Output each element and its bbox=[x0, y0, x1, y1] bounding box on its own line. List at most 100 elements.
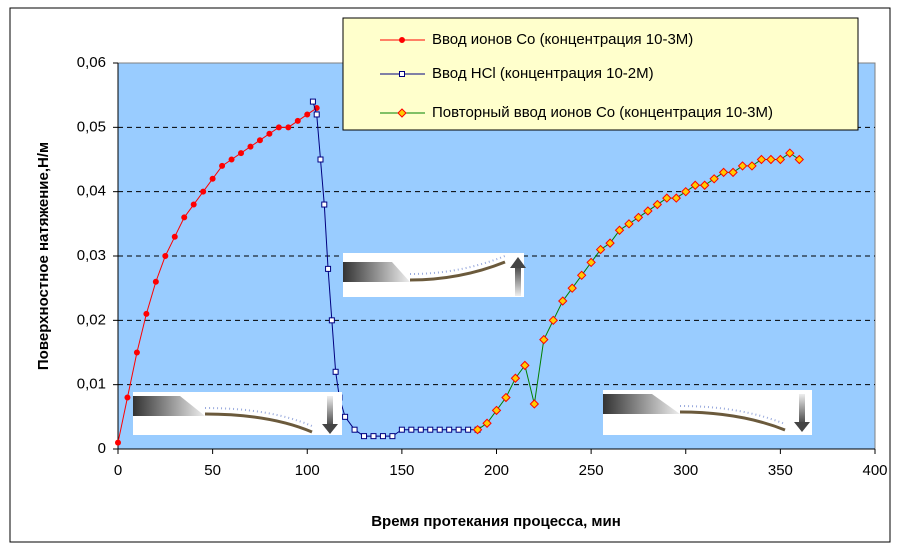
x-axis-title: Время протекания процесса, мин bbox=[371, 513, 621, 530]
point bbox=[162, 253, 169, 259]
point bbox=[417, 426, 424, 433]
point bbox=[501, 392, 511, 403]
y-tick-label: 0,03 bbox=[77, 247, 106, 264]
point bbox=[266, 130, 273, 137]
point bbox=[491, 405, 502, 416]
point bbox=[624, 219, 634, 229]
point bbox=[681, 186, 691, 197]
point bbox=[181, 214, 188, 221]
point bbox=[785, 148, 795, 158]
point bbox=[427, 426, 434, 433]
point bbox=[200, 188, 207, 195]
x-tick-label: 350 bbox=[768, 462, 793, 479]
point bbox=[595, 244, 606, 255]
point bbox=[737, 161, 748, 171]
point bbox=[256, 137, 263, 144]
point bbox=[143, 310, 150, 317]
y-tick-label: 0 bbox=[98, 440, 106, 457]
point bbox=[133, 349, 140, 356]
point bbox=[313, 111, 320, 118]
point bbox=[465, 426, 472, 433]
point bbox=[472, 424, 483, 435]
point bbox=[399, 71, 405, 77]
inset-1 bbox=[133, 392, 342, 435]
point bbox=[747, 161, 757, 171]
y-tick-label: 0,02 bbox=[77, 311, 106, 328]
x-tick-label: 50 bbox=[204, 462, 221, 479]
point bbox=[576, 270, 587, 281]
x-tick-label: 400 bbox=[862, 462, 887, 479]
point bbox=[332, 368, 339, 375]
point bbox=[671, 193, 681, 203]
legend bbox=[342, 17, 859, 131]
point bbox=[756, 154, 767, 165]
x-tick-label: 300 bbox=[673, 462, 698, 479]
point bbox=[361, 433, 368, 440]
point bbox=[643, 206, 653, 216]
y-tick-label: 0,06 bbox=[77, 54, 106, 71]
point bbox=[510, 373, 521, 383]
point bbox=[389, 433, 396, 440]
point bbox=[633, 212, 644, 223]
inset-3 bbox=[603, 390, 812, 435]
point bbox=[317, 156, 324, 163]
point bbox=[548, 315, 558, 326]
inset-2 bbox=[343, 253, 526, 297]
x-tick-label: 0 bbox=[114, 462, 122, 479]
point bbox=[309, 98, 316, 105]
point bbox=[775, 154, 786, 165]
point bbox=[325, 265, 332, 272]
point bbox=[285, 124, 292, 131]
point bbox=[539, 334, 549, 345]
point bbox=[520, 360, 530, 371]
point bbox=[614, 225, 625, 235]
point bbox=[728, 167, 738, 178]
point bbox=[529, 399, 540, 409]
point bbox=[275, 124, 282, 131]
point bbox=[328, 317, 335, 324]
legend-label: Ввод HCl (концентрация 10-2M) bbox=[432, 65, 654, 82]
point bbox=[455, 426, 462, 433]
y-tick-label: 0,04 bbox=[77, 183, 106, 200]
point bbox=[408, 426, 415, 433]
point bbox=[652, 199, 663, 210]
point bbox=[794, 154, 805, 165]
point bbox=[399, 37, 405, 43]
y-tick-label: 0,05 bbox=[77, 118, 106, 135]
y-axis-title: Поверхностное натяжение,Н/м bbox=[35, 142, 52, 370]
point bbox=[171, 233, 178, 240]
point bbox=[567, 283, 577, 293]
point bbox=[115, 439, 121, 446]
point bbox=[436, 426, 443, 433]
point bbox=[247, 143, 254, 150]
point bbox=[446, 426, 453, 433]
series-line bbox=[117, 107, 317, 443]
x-tick-label: 250 bbox=[579, 462, 604, 479]
point bbox=[124, 394, 131, 401]
point bbox=[304, 111, 311, 118]
point bbox=[690, 180, 700, 190]
point bbox=[558, 296, 568, 306]
point bbox=[190, 201, 197, 208]
point bbox=[586, 257, 596, 268]
point bbox=[294, 117, 301, 124]
point bbox=[209, 175, 216, 182]
y-tick-label: 0,01 bbox=[77, 376, 106, 393]
point bbox=[397, 108, 407, 118]
legend-label: Ввод ионов Co (концентрация 10-3M) bbox=[432, 31, 693, 48]
x-tick-label: 100 bbox=[295, 462, 320, 479]
point bbox=[718, 167, 729, 178]
point bbox=[351, 426, 358, 433]
x-tick-label: 150 bbox=[389, 462, 414, 479]
point bbox=[379, 433, 386, 440]
x-tick-label: 200 bbox=[484, 462, 509, 479]
point bbox=[152, 278, 159, 285]
point bbox=[662, 193, 672, 203]
legend-label: Повторный ввод ионов Co (концентрация 10… bbox=[432, 104, 773, 121]
point bbox=[228, 156, 235, 163]
point bbox=[370, 433, 377, 440]
point bbox=[699, 180, 710, 190]
point bbox=[342, 413, 349, 420]
point bbox=[709, 174, 719, 184]
